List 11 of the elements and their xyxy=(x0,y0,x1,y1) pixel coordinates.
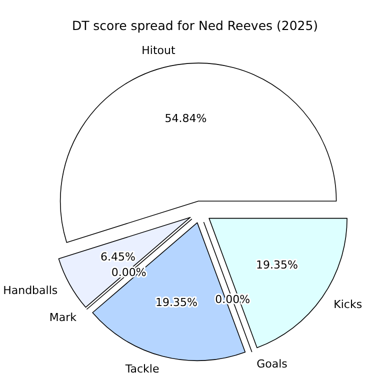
data-label: 19.35% xyxy=(256,258,298,272)
chart-title: DT score spread for Ned Reeves (2025) xyxy=(72,18,318,33)
data-label: 54.84% xyxy=(164,112,207,126)
slice-label: Handballs xyxy=(3,284,58,298)
data-label: 19.35% xyxy=(156,296,198,309)
slice-label: Tackle xyxy=(124,362,160,376)
slice-label: Hitout xyxy=(142,44,176,58)
category-label: Mark xyxy=(49,311,76,324)
slice-label: Kicks xyxy=(334,298,362,312)
data-label: 6.45% xyxy=(100,250,136,264)
category-label: Goals xyxy=(256,358,288,371)
